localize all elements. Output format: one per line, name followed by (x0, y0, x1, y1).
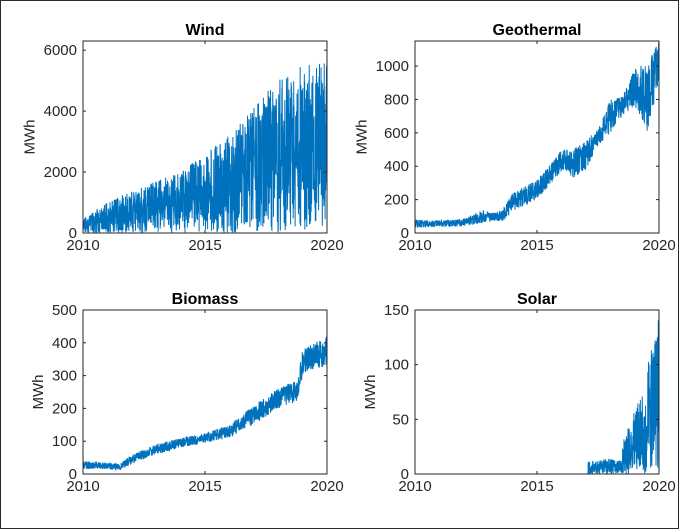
solar-series-line (415, 320, 659, 474)
solar-ytick-label: 100 (384, 357, 409, 374)
biomass-series-line (83, 336, 327, 471)
solar-xtick-label: 2015 (520, 478, 553, 495)
solar-y-axis-label: MWh (362, 375, 379, 410)
biomass-ytick-label: 0 (69, 466, 77, 483)
geothermal-ytick-label: 1000 (376, 58, 409, 75)
biomass-ytick-label: 400 (52, 335, 77, 352)
wind-series-line (83, 63, 327, 233)
solar-ytick-label: 150 (384, 302, 409, 319)
wind-chart: 2010 2015 2020 0 2000 4000 6000 Wind MWh (22, 22, 344, 254)
geothermal-axes-box (414, 40, 660, 234)
wind-xtick-label: 2010 (66, 237, 99, 254)
wind-chart-title: Wind (186, 22, 225, 39)
biomass-chart-title: Biomass (172, 291, 239, 308)
wind-ytick-label: 4000 (44, 103, 77, 120)
geothermal-chart-title: Geothermal (493, 22, 582, 39)
solar-ytick-label: 0 (401, 466, 409, 483)
wind-ytick-label: 0 (69, 225, 77, 242)
geothermal-ytick-label: 600 (384, 125, 409, 142)
solar-xtick-label: 2020 (642, 478, 675, 495)
geothermal-xtick-label: 2010 (398, 237, 431, 254)
geothermal-ytick-label: 800 (384, 91, 409, 108)
solar-chart: 2010 2015 2020 0 50 100 150 Solar MWh (362, 291, 675, 495)
geothermal-ytick-label: 0 (401, 225, 409, 242)
biomass-xtick-label: 2020 (310, 478, 343, 495)
biomass-chart: 2010 2015 2020 0 100 200 300 400 500 Biomass MWh (30, 291, 343, 495)
wind-ytick-label: 2000 (44, 164, 77, 181)
biomass-xtick-label: 2010 (66, 478, 99, 495)
solar-xtick-label: 2010 (398, 478, 431, 495)
wind-xtick-label: 2020 (310, 237, 343, 254)
biomass-ytick-label: 300 (52, 368, 77, 385)
wind-y-axis-label: MWh (22, 120, 39, 155)
solar-chart-title: Solar (517, 291, 557, 308)
biomass-y-axis-label: MWh (30, 375, 47, 410)
biomass-ytick-label: 500 (52, 302, 77, 319)
wind-xtick-label: 2015 (188, 237, 221, 254)
solar-ytick-label: 50 (392, 411, 409, 428)
geothermal-y-axis-label: MWh (354, 120, 371, 155)
geothermal-ytick-label: 200 (384, 192, 409, 209)
geothermal-series-line (415, 42, 659, 228)
geothermal-xtick-label: 2015 (520, 237, 553, 254)
biomass-ytick-label: 200 (52, 400, 77, 417)
biomass-xtick-label: 2015 (188, 478, 221, 495)
geothermal-xtick-label: 2020 (642, 237, 675, 254)
wind-ytick-label: 6000 (44, 42, 77, 59)
geothermal-ytick-label: 400 (384, 158, 409, 175)
geothermal-chart: 2010 2015 2020 0 200 400 600 800 1000 Geothermal M… (354, 22, 676, 254)
biomass-ytick-label: 100 (52, 433, 77, 450)
